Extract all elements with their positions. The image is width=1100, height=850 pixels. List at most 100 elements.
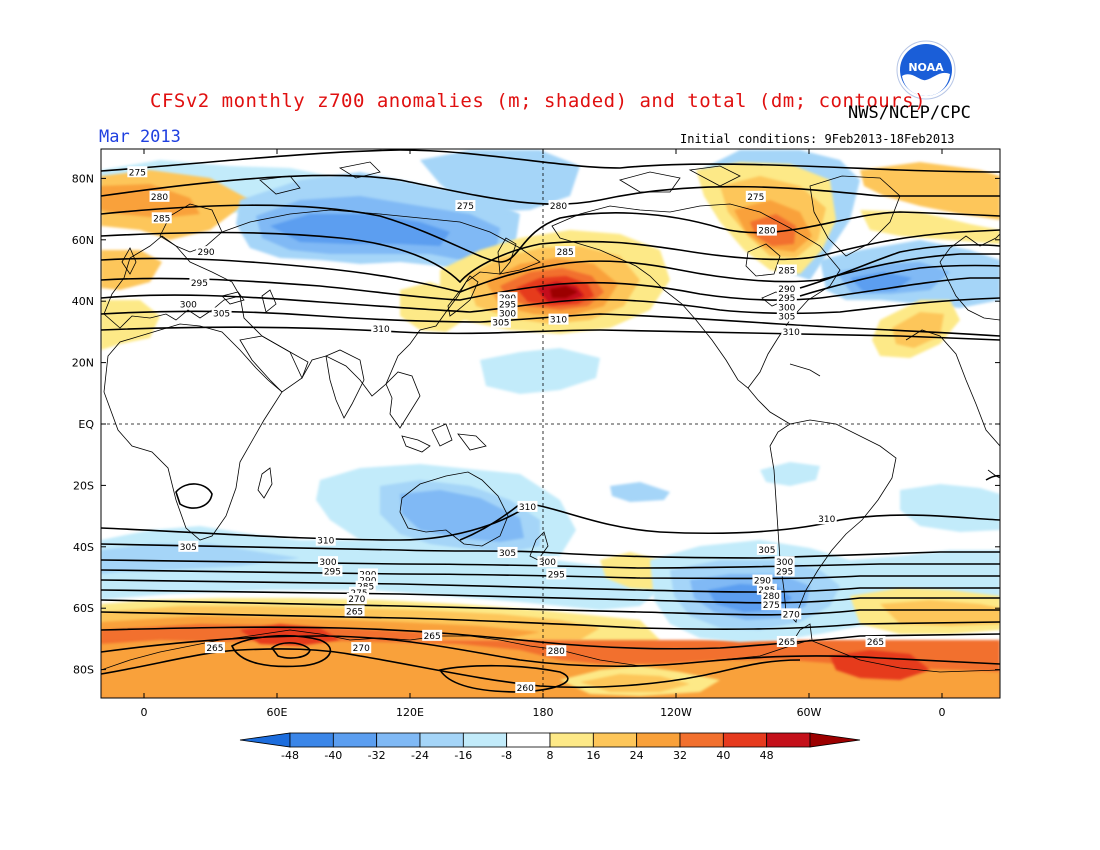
contour-label-bg [776, 301, 797, 313]
contour-label: 275 [457, 202, 474, 212]
lat-label: 60S [73, 602, 94, 615]
page-title: CFSv2 monthly z700 anomalies (m; shaded)… [150, 90, 927, 112]
contour-label: 280 [758, 227, 775, 237]
contour-label: 290 [754, 577, 771, 587]
contour-line [101, 579, 1000, 593]
contour-line [101, 310, 1000, 337]
contour-label-bg [776, 310, 797, 322]
anomaly-region [420, 150, 580, 212]
contour-label: 295 [191, 279, 208, 289]
contour-label-bg [178, 298, 199, 310]
contour-label: 280 [763, 592, 780, 602]
colorbar-label: -8 [501, 749, 512, 762]
contour-label: 280 [151, 193, 168, 203]
contour-label: 270 [348, 595, 365, 605]
lon-label: 0 [939, 706, 946, 719]
contour-label-bg [537, 556, 558, 568]
contour-line [270, 642, 311, 659]
contour-label-bg [357, 568, 378, 580]
contour-label: 300 [539, 558, 556, 568]
contour-label-bg [756, 224, 777, 236]
contour-label: 300 [776, 558, 793, 568]
colorbar-label: 16 [586, 749, 600, 762]
contour-line [101, 229, 1000, 284]
contour-label-bg [127, 166, 148, 178]
lon-label: 0 [141, 706, 148, 719]
contour-label: 275 [763, 601, 780, 611]
contour-label: 280 [548, 647, 565, 657]
contour-line [101, 294, 1000, 315]
contour-label: 305 [213, 309, 230, 319]
contour-label-bg [774, 556, 795, 568]
lat-label: 20S [73, 479, 94, 492]
contour-label-bg [515, 682, 536, 694]
contour-label-bg [761, 599, 782, 611]
anomaly-region [900, 484, 1000, 532]
contour-label: 270 [783, 610, 800, 620]
contour-line [101, 174, 1000, 205]
contour-label: 265 [206, 644, 223, 654]
colorbar-label: -16 [454, 749, 472, 762]
contour-line [101, 253, 1000, 293]
lon-label: 60E [267, 706, 288, 719]
contour-line [101, 611, 1000, 630]
contour-label-bg [351, 642, 372, 654]
anomaly-region [480, 348, 600, 394]
contour-label: 265 [867, 638, 884, 648]
contour-label-bg [315, 534, 336, 546]
contour-label: 305 [499, 549, 516, 559]
noaa-logo-icon: NOAA [896, 40, 956, 100]
anomaly-region [101, 640, 1000, 698]
colorbar-label: -32 [368, 749, 386, 762]
contour-label-bg [517, 500, 538, 512]
colorbar-label: 40 [716, 749, 730, 762]
contour-line [799, 244, 1000, 289]
anomaly-region [610, 482, 670, 502]
contour-label: 275 [129, 168, 146, 178]
contour-label: 280 [550, 202, 567, 212]
contour-label-bg [548, 200, 569, 212]
contour-label: 290 [778, 285, 795, 295]
contour-label: 310 [783, 328, 800, 338]
contour-label-bg [149, 190, 170, 202]
contour-line [438, 664, 569, 693]
contour-label-bg [776, 635, 797, 647]
axis-ticks [101, 149, 1000, 698]
contour-label: 260 [517, 684, 534, 694]
contour-label-bg [322, 565, 343, 577]
contour-line [101, 589, 1000, 604]
lon-label: 60W [797, 706, 822, 719]
latitude-labels: 80N 60N 40N 20N EQ 20S 40S 60S 80S [72, 172, 95, 676]
contour-label-bg [865, 635, 886, 647]
colorbar: -48 -40 -32 -24 -16 -8 8 16 24 32 40 48 [239, 732, 861, 762]
contour-label-bg [422, 629, 443, 641]
contour-label-bg [455, 200, 476, 212]
colorbar-box [722, 732, 768, 748]
lat-label: 40S [73, 541, 94, 554]
contour-label: 265 [424, 632, 441, 642]
contour-label: 305 [758, 546, 775, 556]
contour-label: 310 [519, 503, 536, 513]
lon-label: 180 [533, 706, 554, 719]
contour-label-bg [357, 574, 378, 586]
anomaly-region [270, 214, 450, 246]
contour-label: 285 [778, 267, 795, 277]
contour-label: 285 [153, 214, 170, 224]
contour-label-bg [204, 642, 225, 654]
anomaly-region [101, 544, 300, 574]
anomaly-region [860, 162, 1000, 220]
initial-conditions: Initial conditions: 9Feb2013-18Feb2013 [680, 132, 955, 146]
contour-label: 305 [778, 313, 795, 323]
contour-label: 295 [778, 294, 795, 304]
colorbar-box [419, 732, 464, 748]
colorbar-label: -24 [411, 749, 429, 762]
contour-label-bg [756, 583, 777, 595]
contour-line [101, 503, 1000, 541]
contour-line [101, 149, 1000, 173]
contour-label-bg [371, 322, 392, 334]
colorbar-box [549, 732, 594, 748]
anomaly-region [830, 650, 930, 680]
contour-label: 295 [324, 567, 341, 577]
colorbar-box [289, 732, 334, 748]
